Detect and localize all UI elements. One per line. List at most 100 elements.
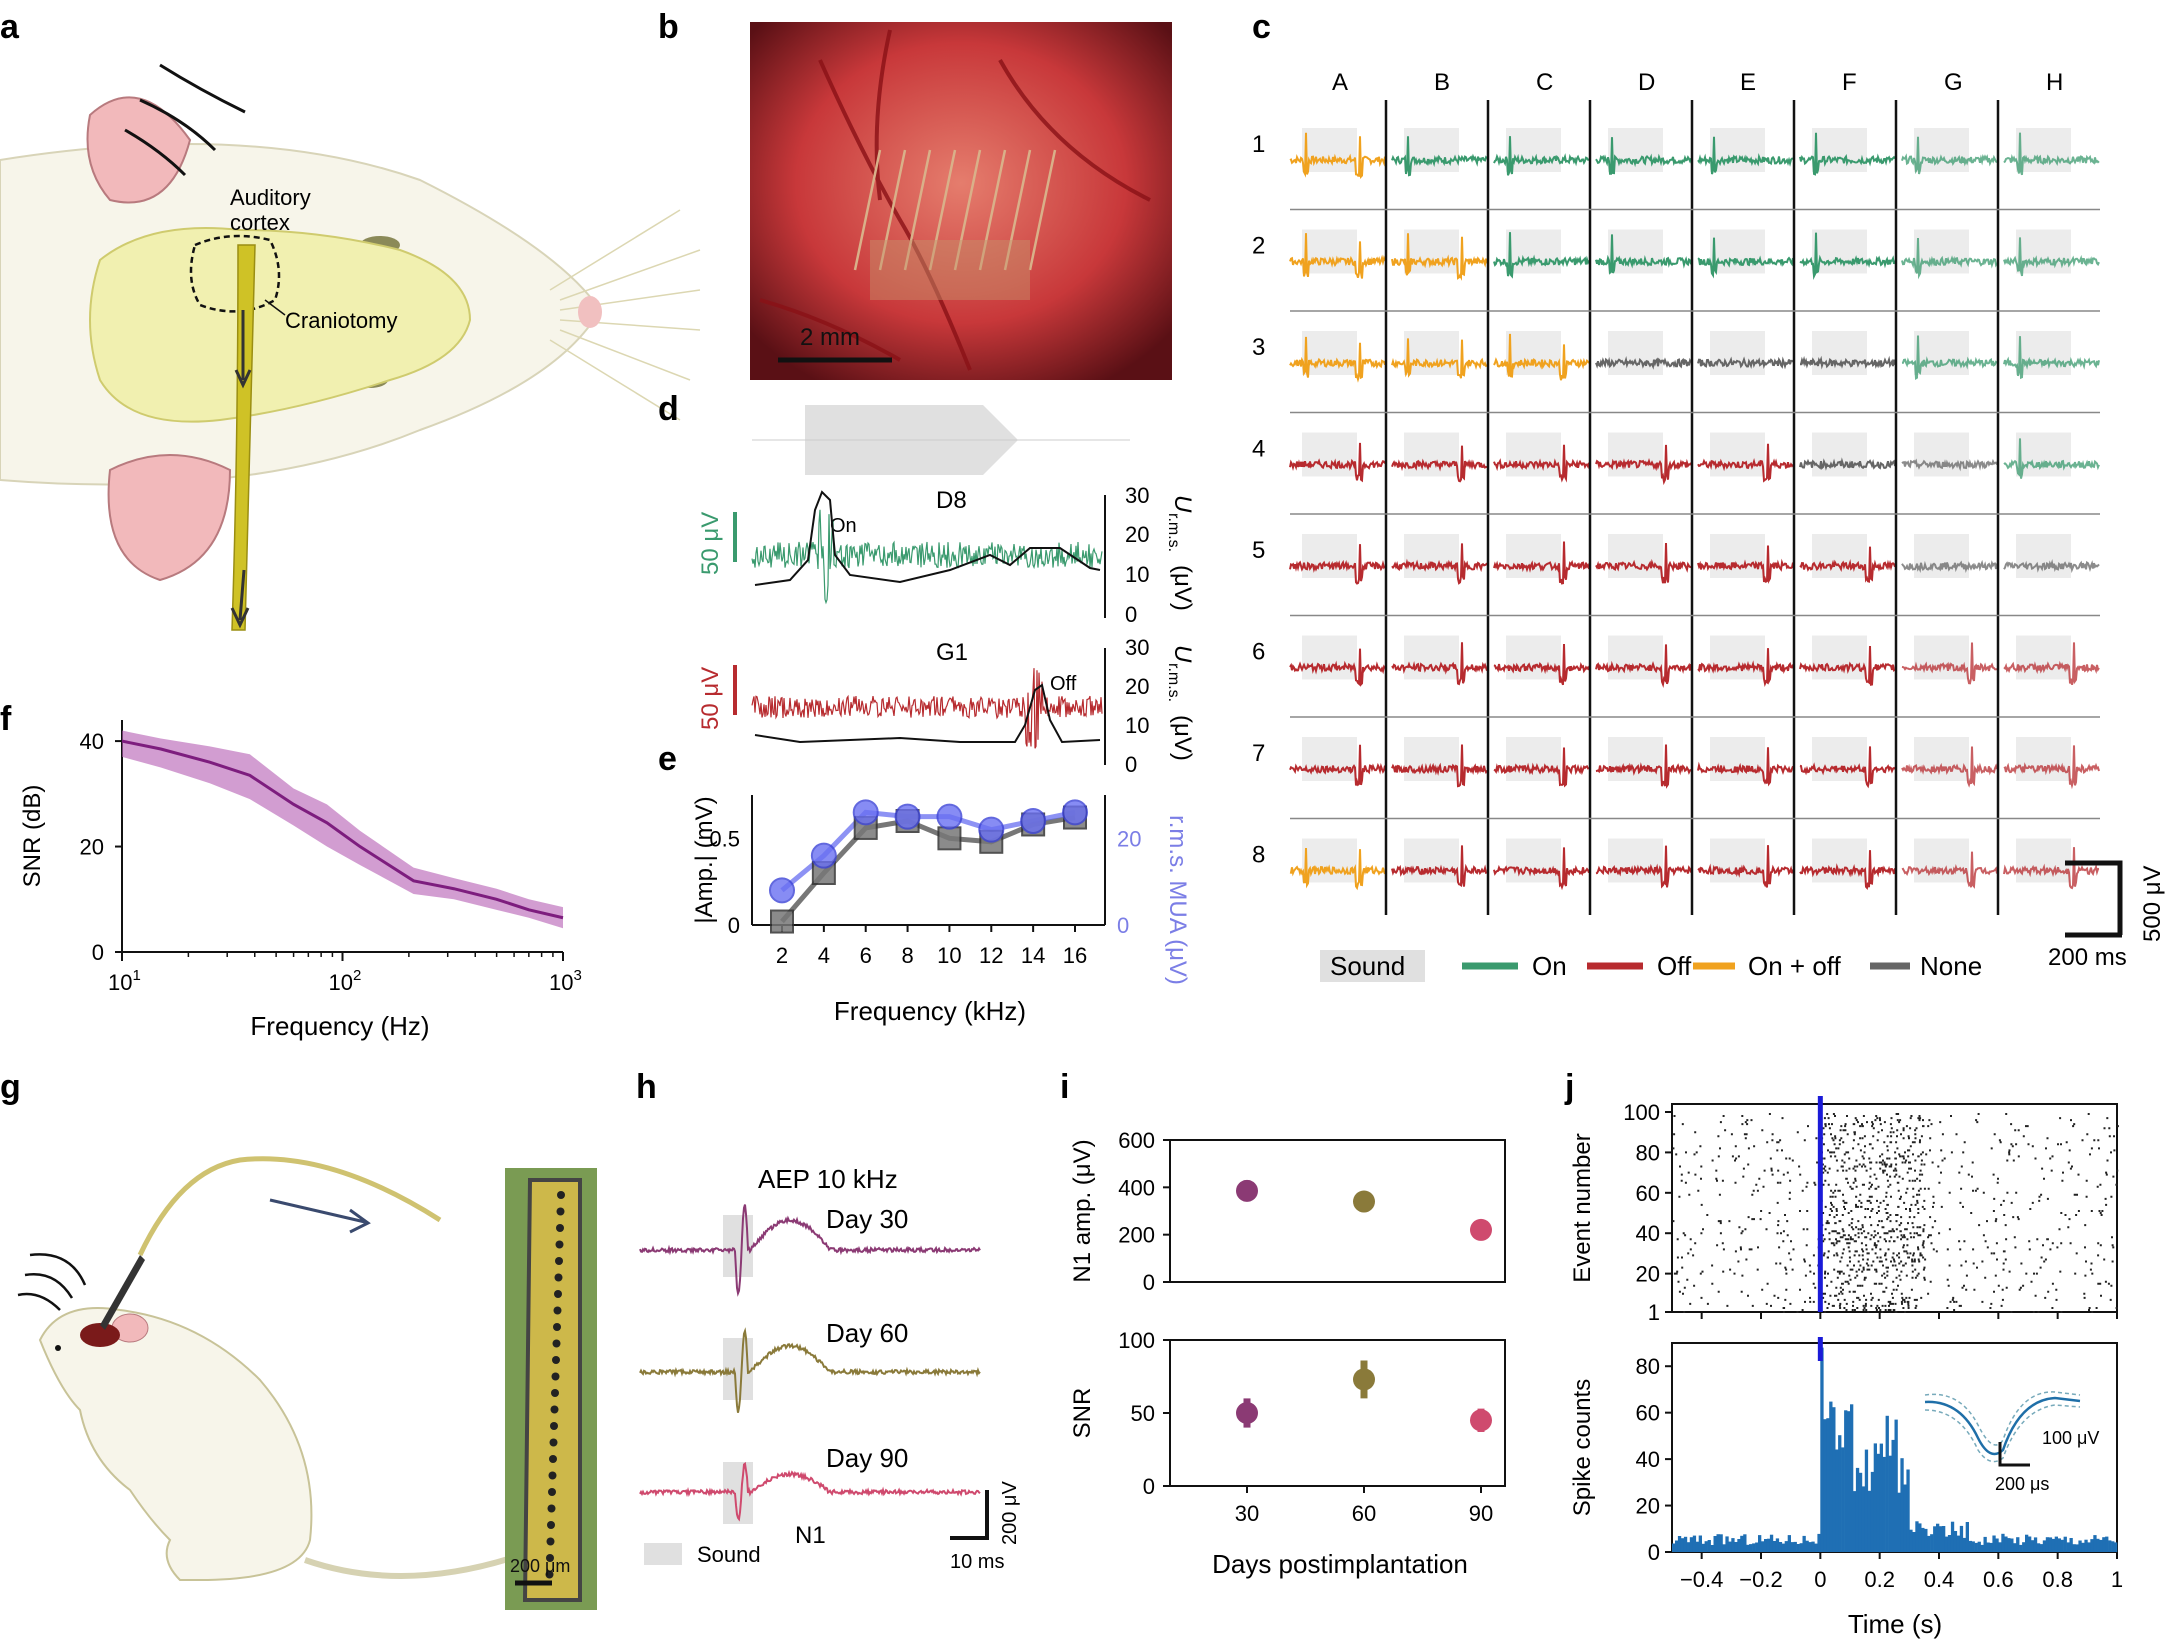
x-tick-label: 101	[108, 967, 141, 995]
hist-bar	[1764, 1539, 1768, 1552]
hist-bar	[2072, 1544, 2076, 1552]
waveform-trace	[1595, 542, 1692, 584]
sound-bg	[1302, 838, 1357, 883]
chart-e: 2 4 6 8 10 12 14 16 0 0.5 0 20 Frequency (kHz) |Amp.|…	[691, 795, 1191, 1026]
sound-bg	[1812, 229, 1867, 274]
hist-bar	[1710, 1545, 1714, 1552]
svg-text:30: 30	[1125, 635, 1149, 660]
waveform-trace	[1595, 644, 1692, 688]
hist-bar	[1933, 1526, 1937, 1552]
hist-bar	[1692, 1535, 1697, 1552]
hist-bar	[1677, 1536, 1682, 1552]
waveform-trace	[1289, 847, 1386, 891]
y-tick-label: 40	[80, 729, 104, 754]
hist-bar	[2031, 1540, 2035, 1552]
hist-bar	[1695, 1541, 1699, 1552]
envelope-g1	[754, 683, 1101, 744]
hist-bar	[1974, 1542, 1978, 1552]
sound-bg	[1914, 534, 1969, 578]
waveform-trace	[2003, 745, 2100, 790]
sound-legend-label: Sound	[697, 1542, 761, 1567]
plot-frame	[1169, 1339, 1506, 1487]
waveform-trace	[1901, 851, 1998, 889]
hist-bar	[1752, 1543, 1756, 1552]
hist-bar	[1939, 1526, 1943, 1552]
hist-bar	[1766, 1538, 1771, 1552]
probe-site	[556, 1224, 564, 1232]
legend-none: None	[1920, 951, 1982, 981]
hist-bar	[2007, 1538, 2011, 1552]
hist-bar	[1743, 1534, 1747, 1552]
x-tick-label: 30	[1235, 1501, 1259, 1526]
sound-bg	[1812, 838, 1867, 883]
row-label: 7	[1252, 740, 1265, 767]
y-tick-label: 20	[1636, 1494, 1660, 1519]
hist-bar	[1858, 1472, 1863, 1552]
sound-bg	[2016, 331, 2071, 375]
probe-site	[547, 1521, 555, 1529]
label-day90: Day 90	[826, 1443, 908, 1473]
panel-b: b 2 mm	[658, 8, 1172, 380]
waveform-trace	[1493, 747, 1590, 788]
hist-bar	[2069, 1538, 2073, 1552]
scalebar-g-label: 200 μm	[510, 1556, 570, 1576]
hist-bar	[2039, 1544, 2044, 1552]
legend-sound-swatch	[1320, 950, 1425, 982]
axis-d-bottom-ticks: 30 20 10 0	[1125, 635, 1149, 777]
hist-bar	[2099, 1539, 2103, 1552]
panel-h: h AEP 10 kHz Day 30 Day 60 Day 90 N1 Sou…	[636, 1068, 1021, 1573]
waveform-trace	[2003, 237, 2100, 277]
label-day30: Day 30	[826, 1204, 908, 1234]
mua-point	[978, 816, 1005, 843]
axis-d-top-label: U r.m.s. (μV)	[1165, 495, 1196, 611]
sound-bg	[1608, 534, 1663, 578]
x-tick-label: 12	[979, 943, 1003, 968]
hist-bar	[1953, 1531, 1958, 1552]
column-label: D	[1638, 69, 1655, 96]
x-tick-label: 0.8	[2042, 1567, 2073, 1592]
sound-bg	[2016, 838, 2071, 883]
probe-site	[549, 1455, 557, 1463]
label-day60: Day 60	[826, 1318, 908, 1348]
probe-site	[555, 1240, 564, 1249]
y-tick-label: 50	[1131, 1401, 1155, 1426]
svg-text:30: 30	[1125, 483, 1149, 508]
column-label: E	[1740, 69, 1756, 96]
sound-bg	[1506, 229, 1561, 274]
sound-bg	[1302, 737, 1357, 781]
hist-bar	[1915, 1521, 1919, 1552]
probe-site	[553, 1306, 562, 1315]
waveform-trace	[1800, 355, 1896, 370]
implant-ribbon	[231, 244, 256, 631]
waveform-trace	[1289, 336, 1386, 383]
hist-bar	[1838, 1435, 1842, 1552]
hist-bar	[1802, 1535, 1806, 1552]
waveform-trace	[1391, 845, 1488, 888]
x-axis-label: Time (s)	[1848, 1609, 1942, 1639]
sound-bg	[1710, 432, 1765, 477]
legend-on: On	[1532, 951, 1567, 981]
craniotomy-outline	[189, 234, 281, 313]
panel-g: g 200 μm	[0, 1068, 597, 1610]
hist-bar	[1995, 1538, 1999, 1552]
label-auditory: Auditory	[230, 185, 311, 210]
waveform-trace	[1493, 541, 1590, 585]
hist-bar	[1873, 1443, 1877, 1552]
sound-bg	[1914, 838, 1969, 883]
label-off: Off	[1050, 673, 1077, 695]
data-point	[1470, 1218, 1492, 1241]
hist-bar	[1784, 1541, 1788, 1552]
waveform-trace	[1391, 543, 1488, 585]
hist-bar	[1790, 1542, 1794, 1552]
hist-bar	[1921, 1527, 1925, 1552]
hist-bar	[1793, 1541, 1797, 1552]
y-tick-label: 80	[1636, 1140, 1660, 1165]
waveform-trace	[1697, 443, 1794, 483]
label-on: On	[830, 515, 857, 537]
hist-bar	[1731, 1538, 1735, 1552]
hist-bar	[1778, 1542, 1783, 1552]
waveform-trace	[1595, 356, 1692, 370]
svg-text:10: 10	[1125, 562, 1149, 587]
ear-upper	[86, 96, 192, 204]
mua-point	[936, 803, 963, 830]
